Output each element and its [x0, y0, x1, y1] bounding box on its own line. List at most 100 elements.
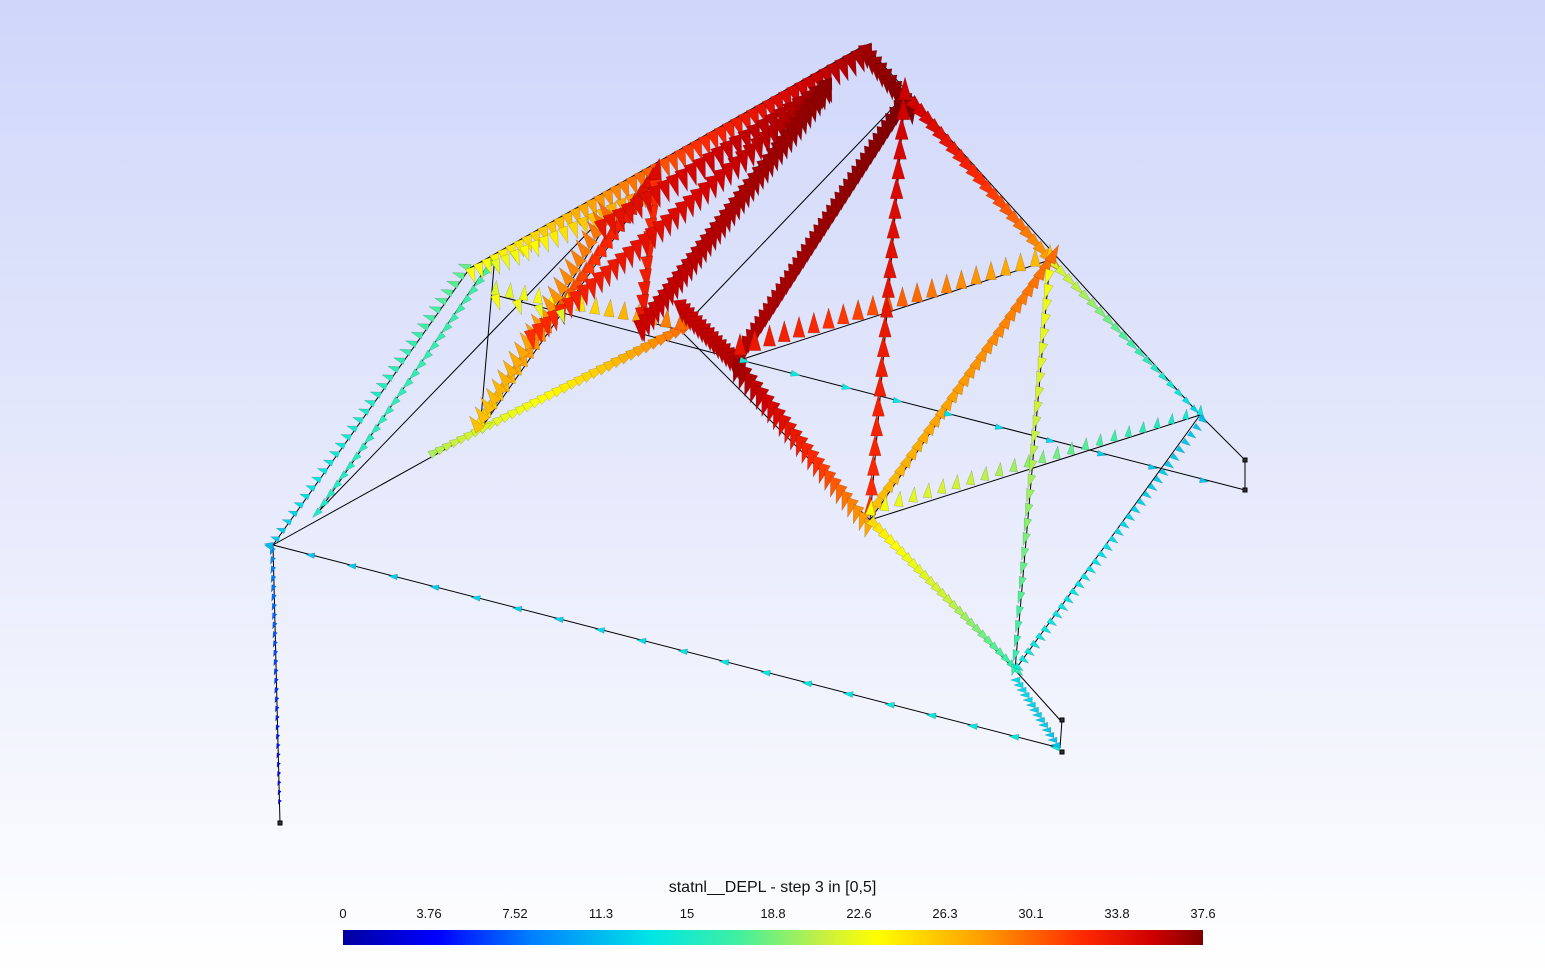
displacement-arrow — [433, 297, 448, 306]
legend-tick-label: 26.3 — [932, 906, 958, 921]
displacement-arrow — [1018, 575, 1027, 590]
displacement-arrow — [1033, 400, 1043, 417]
displacement-arrow — [1158, 467, 1169, 477]
displacement-arrow — [1097, 549, 1108, 559]
displacement-arrow — [883, 255, 897, 279]
displacement-arrow — [1040, 726, 1052, 734]
displacement-arrow — [1165, 379, 1177, 391]
displacement-arrow — [1167, 412, 1175, 425]
displacement-arrow — [1022, 531, 1031, 547]
displacement-arrow — [1043, 282, 1054, 301]
displacement-arrow — [263, 541, 274, 549]
displacement-arrow — [891, 155, 906, 180]
legend-tick-label: 3.76 — [416, 906, 442, 921]
displacement-arrow — [705, 129, 719, 153]
displacement-arrow — [896, 285, 909, 307]
displacement-arrow — [552, 616, 564, 624]
displacement-arrow — [697, 180, 711, 206]
displacement-arrow — [470, 595, 481, 602]
displacement-arrow — [276, 752, 281, 760]
displacement-arrow — [1181, 396, 1192, 406]
displacement-arrow — [447, 312, 460, 325]
displacement-arrow — [994, 647, 1007, 660]
displacement-arrow — [509, 248, 520, 267]
displacement-arrow — [490, 258, 501, 276]
displacement-arrow — [1028, 458, 1038, 475]
displacement-arrow — [275, 527, 287, 535]
displacement-arrow — [277, 780, 282, 787]
displacement-arrow — [322, 459, 335, 467]
displacement-arrow — [276, 761, 282, 769]
displacement-arrow — [1016, 605, 1025, 619]
displacement-arrow — [1021, 546, 1030, 561]
displacement-arrow — [386, 366, 400, 374]
displacement-arrow — [673, 147, 687, 170]
displacement-arrow — [547, 230, 559, 249]
displacement-arrow — [453, 303, 466, 316]
displacement-arrow — [350, 451, 362, 463]
displacement-arrow — [274, 696, 280, 704]
displacement-arrow — [584, 277, 597, 301]
displacement-arrow — [955, 268, 968, 289]
displacement-arrow — [473, 275, 486, 288]
displacement-arrow — [617, 300, 629, 321]
displacement-arrow — [651, 219, 666, 244]
displacement-arrow — [1015, 619, 1023, 634]
displacement-arrow — [721, 120, 735, 144]
displacement-arrow — [532, 286, 543, 304]
legend-tick-label: 0 — [339, 906, 347, 921]
displacement-arrow — [274, 677, 279, 686]
displacement-arrow — [1175, 445, 1186, 454]
displacement-arrow — [1062, 272, 1077, 287]
displacement-arrow — [636, 232, 650, 257]
displacement-arrow — [546, 309, 559, 333]
displacement-arrow — [745, 106, 760, 131]
displacement-arrow — [759, 669, 771, 677]
displacement-arrow — [878, 314, 892, 338]
displacement-arrow — [871, 394, 885, 417]
support-node — [1242, 457, 1248, 463]
displacement-arrow — [337, 470, 349, 482]
displacement-arrow — [270, 574, 277, 584]
legend-tick-label: 30.1 — [1018, 906, 1044, 921]
displacement-arrow — [408, 368, 421, 380]
displacement-arrow — [277, 789, 282, 796]
displacement-arrow — [1081, 436, 1090, 451]
legend-tick-label: 37.6 — [1190, 906, 1216, 921]
displacement-arrow — [328, 451, 341, 458]
displacement-arrow — [629, 238, 643, 263]
displacement-arrow — [569, 289, 582, 314]
displacement-arrow — [270, 565, 277, 575]
displacement-arrow — [1066, 441, 1075, 455]
displacement-arrow — [1110, 322, 1123, 335]
displacement-arrow — [311, 507, 323, 519]
displacement-arrow — [876, 334, 890, 358]
displacement-arrow — [773, 105, 788, 132]
displacement-arrow — [1095, 432, 1104, 447]
displacement-arrow — [274, 686, 280, 695]
displacement-arrow — [746, 122, 760, 148]
displacement-arrow — [1041, 312, 1051, 330]
displacement-arrow — [416, 323, 430, 332]
displacement-arrow — [381, 374, 394, 382]
displacement-arrow — [864, 498, 876, 516]
displacement-arrow — [1031, 429, 1041, 446]
displacement-arrow — [271, 593, 277, 603]
mesh-edge — [679, 94, 906, 331]
displacement-arrow — [363, 400, 376, 408]
displacement-arrow — [620, 201, 634, 226]
legend-tick-labels: 0 3.76 7.52 11.3 15 18.8 22.6 26.3 30.1 33.8 37.6 — [339, 906, 1215, 924]
displacement-arrow — [603, 298, 615, 318]
displacement-arrow — [925, 712, 937, 720]
displacement-arrow — [1019, 691, 1030, 699]
displacement-arrow — [1078, 289, 1092, 303]
displacement-arrow — [1038, 341, 1049, 359]
displacement-arrow — [485, 387, 502, 406]
displacement-arrow — [1037, 356, 1047, 373]
displacement-arrow — [659, 307, 672, 329]
displacement-arrow — [1027, 473, 1037, 489]
displacement-arrow — [557, 225, 569, 245]
displacement-arrow — [830, 476, 842, 499]
displacement-arrow — [561, 296, 575, 320]
